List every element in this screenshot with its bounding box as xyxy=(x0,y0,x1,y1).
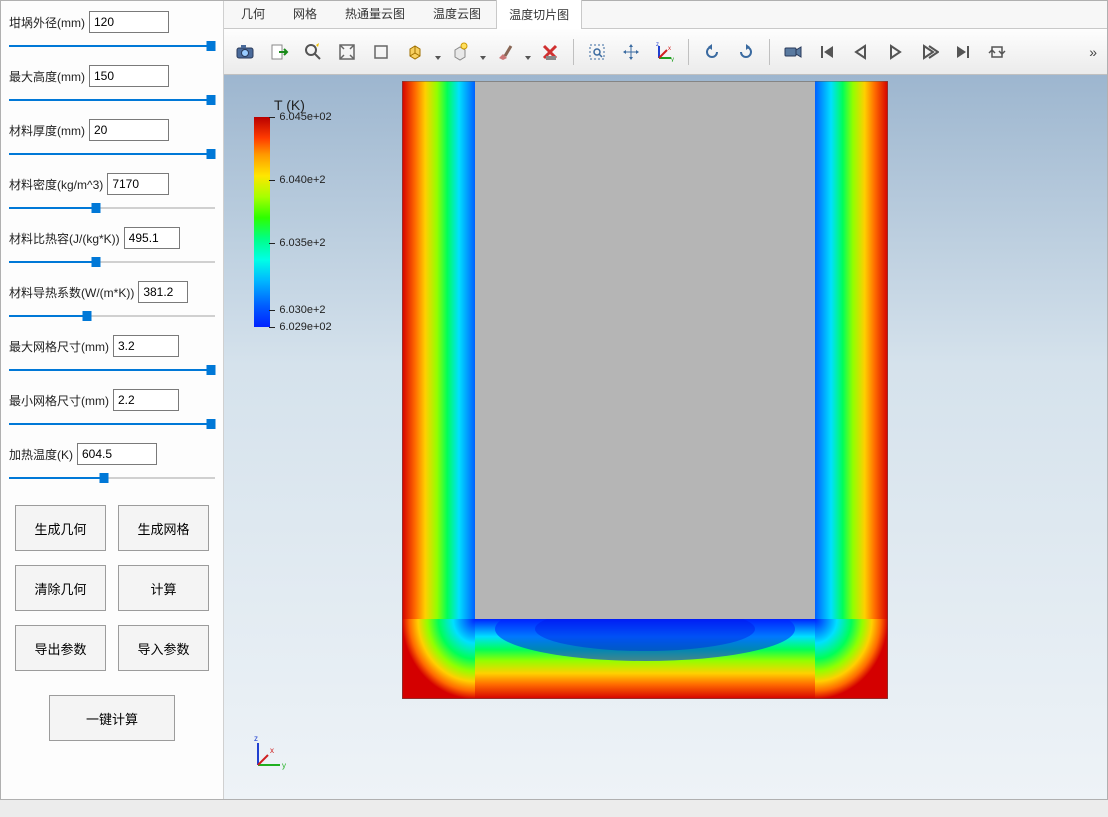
simulation-slice xyxy=(402,81,888,699)
param-input[interactable] xyxy=(113,335,179,357)
param-label: 最小网格尺寸(mm) xyxy=(9,392,109,409)
gen-mesh-button[interactable]: 生成网格 xyxy=(118,505,209,551)
param-slider[interactable] xyxy=(9,307,215,325)
pan-move-icon[interactable] xyxy=(616,37,646,67)
tab-1[interactable]: 网格 xyxy=(280,0,330,28)
dropdown-indicator-icon[interactable] xyxy=(435,56,441,60)
step-back-icon[interactable] xyxy=(846,37,876,67)
tab-0[interactable]: 几何 xyxy=(228,0,278,28)
svg-text:x: x xyxy=(668,46,671,52)
param-slider[interactable] xyxy=(9,469,215,487)
light-cube-icon[interactable] xyxy=(445,37,475,67)
param-input[interactable] xyxy=(138,281,188,303)
param-label: 材料密度(kg/m^3) xyxy=(9,176,103,193)
tab-2[interactable]: 热通量云图 xyxy=(332,0,418,28)
param-input[interactable] xyxy=(89,119,169,141)
calculate-button[interactable]: 计算 xyxy=(118,565,209,611)
param-row-2: 材料厚度(mm) xyxy=(9,119,215,141)
fit-box-icon[interactable] xyxy=(332,37,362,67)
viewport-3d[interactable]: T (K) 6.045e+026.040e+26.035e+26.030e+26… xyxy=(224,75,1107,799)
tab-4[interactable]: 温度切片图 xyxy=(496,0,582,29)
tab-3[interactable]: 温度云图 xyxy=(420,0,494,28)
param-slider[interactable] xyxy=(9,199,215,217)
zoom-select-icon[interactable] xyxy=(582,37,612,67)
color-legend: T (K) 6.045e+026.040e+26.035e+26.030e+26… xyxy=(250,97,370,327)
svg-text:y: y xyxy=(282,761,286,770)
svg-text:y: y xyxy=(671,57,674,62)
svg-text:z: z xyxy=(656,42,659,48)
param-input[interactable] xyxy=(89,11,169,33)
import-params-button[interactable]: 导入参数 xyxy=(118,625,209,671)
param-label: 材料导热系数(W/(m*K)) xyxy=(9,284,134,301)
toolbar-separator xyxy=(688,39,689,65)
box-icon[interactable] xyxy=(366,37,396,67)
axes-xyz-icon[interactable]: x z y xyxy=(650,37,680,67)
one-click-calc-button[interactable]: 一键计算 xyxy=(49,695,175,741)
app-window: 坩埚外径(mm) 最大高度(mm) 材料厚度(mm) 材料密度(kg/m^3) 材料比热… xyxy=(0,0,1108,800)
rotate-cw-icon[interactable] xyxy=(731,37,761,67)
camera-icon[interactable] xyxy=(230,37,260,67)
brush-icon[interactable] xyxy=(490,37,520,67)
toolbar-separator xyxy=(769,39,770,65)
param-slider[interactable] xyxy=(9,361,215,379)
param-slider[interactable] xyxy=(9,253,215,271)
toolbar-overflow-icon[interactable]: » xyxy=(1085,44,1101,60)
param-label: 最大高度(mm) xyxy=(9,68,85,85)
param-input[interactable] xyxy=(107,173,169,195)
param-input[interactable] xyxy=(124,227,180,249)
skip-first-icon[interactable] xyxy=(812,37,842,67)
legend-tick: 6.030e+2 xyxy=(279,304,325,316)
export-params-button[interactable]: 导出参数 xyxy=(15,625,106,671)
loop-icon[interactable] xyxy=(982,37,1012,67)
dropdown-indicator-icon[interactable] xyxy=(480,56,486,60)
param-label: 材料厚度(mm) xyxy=(9,122,85,139)
param-input[interactable] xyxy=(113,389,179,411)
viewer-toolbar: x z y » xyxy=(224,29,1107,75)
param-input[interactable] xyxy=(89,65,169,87)
param-label: 材料比热容(J/(kg*K)) xyxy=(9,230,120,247)
param-row-1: 最大高度(mm) xyxy=(9,65,215,87)
skip-last-icon[interactable] xyxy=(948,37,978,67)
zoom-search-icon[interactable] xyxy=(298,37,328,67)
svg-text:z: z xyxy=(254,734,258,743)
legend-tick: 6.045e+02 xyxy=(279,111,331,123)
param-label: 坩埚外径(mm) xyxy=(9,14,85,31)
step-forward-icon[interactable] xyxy=(914,37,944,67)
param-input[interactable] xyxy=(77,443,157,465)
cube-axes-icon[interactable] xyxy=(400,37,430,67)
rotate-ccw-icon[interactable] xyxy=(697,37,727,67)
gen-geometry-button[interactable]: 生成几何 xyxy=(15,505,106,551)
param-slider[interactable] xyxy=(9,415,215,433)
param-row-3: 材料密度(kg/m^3) xyxy=(9,173,215,195)
clear-geometry-button[interactable]: 清除几何 xyxy=(15,565,106,611)
axis-triad-icon: z y x xyxy=(250,733,290,773)
param-row-0: 坩埚外径(mm) xyxy=(9,11,215,33)
param-label: 最大网格尺寸(mm) xyxy=(9,338,109,355)
param-row-5: 材料导热系数(W/(m*K)) xyxy=(9,281,215,303)
export-icon[interactable] xyxy=(264,37,294,67)
param-row-8: 加热温度(K) xyxy=(9,443,215,465)
parameter-sidebar: 坩埚外径(mm) 最大高度(mm) 材料厚度(mm) 材料密度(kg/m^3) 材料比热… xyxy=(1,1,224,799)
video-camera-icon[interactable] xyxy=(778,37,808,67)
legend-tick: 6.035e+2 xyxy=(279,237,325,249)
legend-gradient-bar xyxy=(254,117,270,327)
svg-text:x: x xyxy=(270,746,274,755)
legend-tick: 6.040e+2 xyxy=(279,174,325,186)
play-icon[interactable] xyxy=(880,37,910,67)
param-label: 加热温度(K) xyxy=(9,446,73,463)
tab-bar: 几何网格热通量云图温度云图温度切片图 xyxy=(224,1,1107,29)
main-panel: 几何网格热通量云图温度云图温度切片图 xzy» T (K) 6.045e+026… xyxy=(224,1,1107,799)
param-slider[interactable] xyxy=(9,37,215,55)
param-slider[interactable] xyxy=(9,91,215,109)
param-row-7: 最小网格尺寸(mm) xyxy=(9,389,215,411)
delete-x-icon[interactable] xyxy=(535,37,565,67)
param-slider[interactable] xyxy=(9,145,215,163)
toolbar-separator xyxy=(573,39,574,65)
legend-tick: 6.029e+02 xyxy=(279,321,331,333)
param-row-6: 最大网格尺寸(mm) xyxy=(9,335,215,357)
param-row-4: 材料比热容(J/(kg*K)) xyxy=(9,227,215,249)
dropdown-indicator-icon[interactable] xyxy=(525,56,531,60)
